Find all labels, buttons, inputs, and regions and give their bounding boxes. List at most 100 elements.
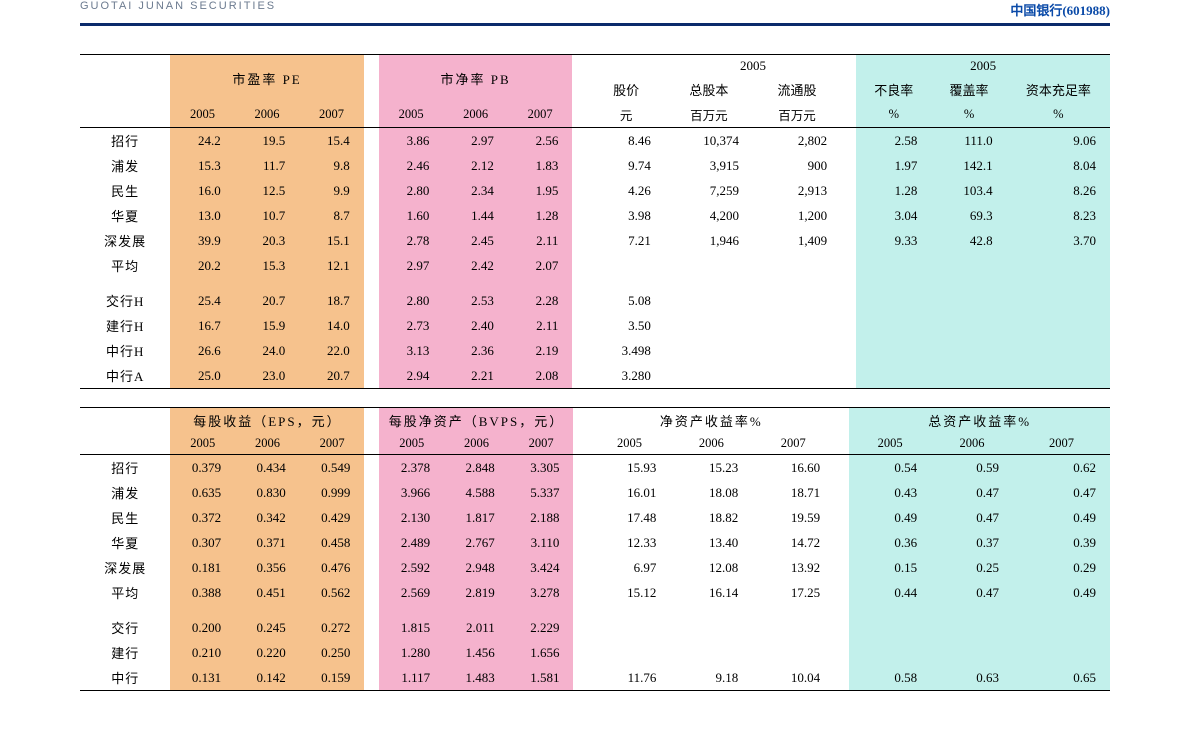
cell: 0.39	[1013, 530, 1110, 555]
cell	[931, 288, 1006, 313]
cell: 2.34	[443, 178, 508, 203]
cell: 3.424	[509, 555, 574, 580]
row-label: 华夏	[80, 530, 170, 555]
roa-title: 总资产收益率%	[849, 408, 1110, 434]
cell: 1.656	[509, 640, 574, 665]
cell	[670, 640, 752, 665]
cell: 0.458	[300, 530, 365, 555]
cell: 18.08	[670, 480, 752, 505]
cell: 0.388	[170, 580, 235, 605]
pe-title: 市盈率 PE	[232, 72, 301, 87]
col-price: 股价	[587, 77, 664, 102]
cell: 2.58	[856, 128, 931, 154]
report-header: GUOTAI JUNAN SECURITIES 中国银行(601988)	[0, 0, 1190, 23]
cell: 3.86	[379, 128, 444, 154]
unit-cov: %	[931, 102, 1006, 128]
cell: 9.18	[670, 665, 752, 691]
cell: 0.54	[849, 455, 931, 481]
cell: 18.82	[670, 505, 752, 530]
cell: 0.58	[849, 665, 931, 691]
cell	[587, 253, 664, 278]
cell: 142.1	[931, 153, 1006, 178]
cell	[753, 338, 841, 363]
cell: 0.434	[235, 455, 300, 481]
cell: 0.63	[931, 665, 1013, 691]
cell: 2.592	[379, 555, 444, 580]
cell: 2.80	[379, 178, 444, 203]
cell: 0.47	[931, 505, 1013, 530]
cell	[753, 363, 841, 389]
cell: 0.220	[235, 640, 300, 665]
cell: 12.08	[670, 555, 752, 580]
row-label: 浦发	[80, 153, 170, 178]
row-label: 平均	[80, 580, 170, 605]
cell: 0.451	[235, 580, 300, 605]
cell	[665, 363, 753, 389]
cell	[1013, 640, 1110, 665]
table-row: 平均20.215.312.12.972.422.07	[80, 253, 1110, 278]
cell: 3.04	[856, 203, 931, 228]
cell: 1.95	[508, 178, 573, 203]
table-row: 中行H26.624.022.03.132.362.193.498	[80, 338, 1110, 363]
cell: 11.76	[589, 665, 671, 691]
cell: 2.130	[379, 505, 444, 530]
cell: 2.188	[509, 505, 574, 530]
col-npl: 不良率	[856, 77, 931, 102]
cell: 900	[753, 153, 841, 178]
cell: 14.72	[752, 530, 834, 555]
cell: 0.549	[300, 455, 365, 481]
cell: 2.97	[379, 253, 444, 278]
cell: 2.21	[443, 363, 508, 389]
cell: 1.44	[443, 203, 508, 228]
cell: 42.8	[931, 228, 1006, 253]
cell	[856, 288, 931, 313]
cell: 1.581	[509, 665, 574, 691]
cell: 3.305	[509, 455, 574, 481]
roa-y0: 2005	[849, 433, 931, 455]
pb-y0: 2005	[379, 102, 444, 128]
cell: 0.25	[931, 555, 1013, 580]
row-label: 民生	[80, 505, 170, 530]
cell	[856, 338, 931, 363]
cell: 2.948	[444, 555, 509, 580]
table-row: 浦发15.311.79.82.462.121.839.743,9159001.9…	[80, 153, 1110, 178]
cell: 0.29	[1013, 555, 1110, 580]
cell	[665, 253, 753, 278]
cell	[856, 363, 931, 389]
cell: 19.5	[235, 128, 300, 154]
valuation-table-1: 市盈率 PE 市净率 PB 2005 2005 股价 总股本 流通股 不良率 覆…	[80, 54, 1110, 389]
cell: 3.966	[379, 480, 444, 505]
cell: 2.46	[379, 153, 444, 178]
cell: 10.04	[752, 665, 834, 691]
cell: 1,409	[753, 228, 841, 253]
cell: 15.93	[589, 455, 671, 481]
cell	[753, 288, 841, 313]
roe-title: 净资产收益率%	[589, 408, 835, 434]
cell: 3.278	[509, 580, 574, 605]
cell	[931, 363, 1006, 389]
cell: 2.07	[508, 253, 573, 278]
cell	[670, 615, 752, 640]
roa-y1: 2006	[931, 433, 1013, 455]
cell: 17.25	[752, 580, 834, 605]
col-cov: 覆盖率	[931, 77, 1006, 102]
cell: 8.26	[1007, 178, 1110, 203]
cell: 2.12	[443, 153, 508, 178]
cell: 14.0	[299, 313, 364, 338]
cell: 0.250	[300, 640, 365, 665]
cell: 2.97	[443, 128, 508, 154]
cell: 11.7	[235, 153, 300, 178]
cell: 1,200	[753, 203, 841, 228]
cell: 1.483	[444, 665, 509, 691]
cell: 2.489	[379, 530, 444, 555]
cell: 0.142	[235, 665, 300, 691]
table-row: 中行A25.023.020.72.942.212.083.280	[80, 363, 1110, 389]
cell: 5.337	[509, 480, 574, 505]
cell: 103.4	[931, 178, 1006, 203]
cell	[1013, 615, 1110, 640]
cell: 24.2	[170, 128, 235, 154]
cell: 2.011	[444, 615, 509, 640]
cell: 3.50	[587, 313, 664, 338]
cell: 1.456	[444, 640, 509, 665]
cell: 0.200	[170, 615, 235, 640]
